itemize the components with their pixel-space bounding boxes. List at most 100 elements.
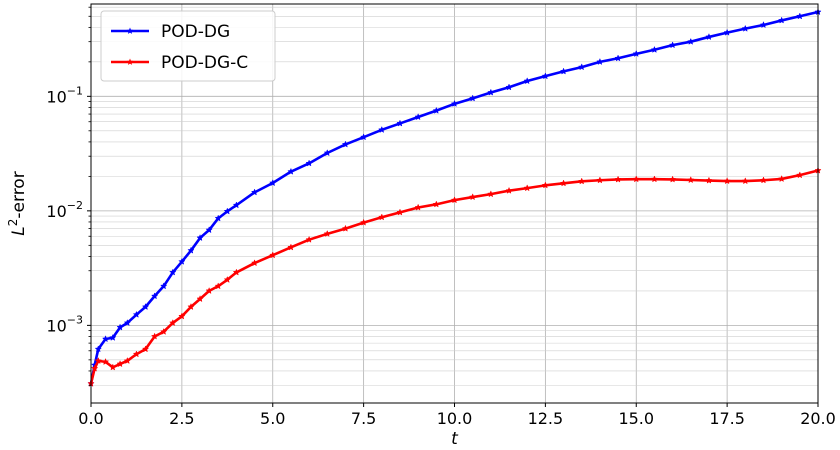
data-point — [196, 234, 204, 242]
data-point — [378, 125, 386, 133]
data-point — [232, 201, 241, 209]
data-point — [287, 167, 295, 175]
data-point — [668, 41, 677, 49]
x-tick-label: 7.5 — [351, 409, 376, 428]
data-point — [323, 229, 331, 237]
data-point — [450, 196, 459, 204]
data-point — [596, 176, 604, 184]
data-point — [450, 99, 459, 107]
data-point — [109, 333, 117, 341]
data-point — [759, 21, 768, 29]
y-tick-label: 10−1 — [46, 84, 83, 106]
data-point — [432, 200, 440, 208]
x-tick-label: 0.0 — [78, 409, 103, 428]
data-point — [469, 94, 477, 102]
data-point — [323, 149, 331, 157]
data-point — [250, 259, 259, 267]
data-point — [90, 364, 99, 372]
data-point — [287, 243, 295, 251]
data-point — [687, 37, 695, 45]
data-point — [650, 175, 659, 183]
data-point — [487, 88, 495, 96]
data-point — [178, 312, 186, 320]
legend-box — [100, 10, 276, 82]
data-point — [614, 175, 622, 183]
data-point — [141, 303, 150, 311]
legend-marker — [126, 27, 134, 34]
data-point — [101, 358, 110, 365]
data-point — [777, 16, 786, 24]
data-point — [396, 208, 404, 216]
data-point — [559, 67, 568, 75]
x-tick-label: 2.5 — [169, 409, 194, 428]
data-point — [687, 176, 695, 184]
data-point — [505, 83, 513, 91]
data-point — [614, 54, 622, 62]
data-point — [205, 287, 213, 295]
data-point — [132, 310, 141, 318]
data-point — [132, 350, 141, 358]
legend-marker — [126, 58, 134, 65]
data-point — [160, 282, 168, 290]
data-point — [541, 72, 550, 80]
x-tick-label: 5.0 — [260, 409, 285, 428]
data-point — [523, 184, 531, 192]
data-point — [505, 186, 513, 194]
data-point — [632, 175, 640, 183]
y-axis-label-rest: -error — [9, 171, 29, 218]
data-point — [777, 175, 786, 183]
data-point — [160, 327, 168, 335]
data-point — [123, 357, 132, 364]
data-point — [578, 177, 586, 185]
data-point — [94, 357, 102, 364]
data-point — [796, 12, 804, 20]
data-point — [632, 49, 640, 57]
data-point — [116, 323, 124, 331]
data-point — [578, 63, 586, 71]
data-point — [305, 235, 313, 243]
data-point — [205, 226, 213, 234]
data-point — [741, 177, 749, 185]
data-point — [432, 106, 440, 114]
legend-label: POD-DG — [161, 22, 230, 42]
legend-label: POD-DG-C — [161, 53, 248, 73]
data-point — [414, 113, 422, 121]
x-tick-label: 12.5 — [528, 409, 564, 428]
data-point — [487, 190, 495, 198]
data-point — [116, 360, 124, 368]
data-point — [269, 251, 277, 259]
data-point — [723, 177, 731, 185]
data-point — [705, 33, 713, 41]
data-point — [214, 282, 222, 290]
data-point — [705, 176, 713, 184]
series-group — [87, 8, 822, 387]
legend: POD-DG POD-DG-C — [100, 10, 276, 82]
data-point — [341, 140, 350, 148]
data-point — [305, 159, 313, 167]
x-tick-label: 15.0 — [618, 409, 654, 428]
data-point — [187, 303, 195, 311]
data-point — [596, 58, 604, 65]
data-point — [150, 332, 159, 340]
data-point — [650, 45, 659, 53]
data-point — [269, 179, 277, 187]
x-tick-label: 17.5 — [709, 409, 745, 428]
data-point — [741, 24, 749, 32]
data-point — [559, 179, 568, 187]
data-point — [396, 119, 404, 127]
y-tick-label: 10−3 — [46, 313, 83, 335]
data-point — [94, 345, 102, 353]
data-point — [232, 268, 241, 276]
legend-item-pod-dg: POD-DG — [111, 22, 230, 42]
data-point — [169, 319, 177, 327]
data-point — [796, 171, 804, 179]
data-point — [759, 176, 768, 184]
series-pod-dg — [87, 8, 822, 387]
data-point — [541, 181, 550, 189]
ticks: 0.0 2.5 5.0 7.5 10.0 12.5 15.0 17.5 20.0 10−3 10−2… — [46, 6, 836, 428]
data-point — [341, 224, 350, 232]
data-point — [187, 246, 195, 254]
y-tick-label: 10−2 — [46, 199, 83, 221]
data-point — [141, 345, 150, 353]
